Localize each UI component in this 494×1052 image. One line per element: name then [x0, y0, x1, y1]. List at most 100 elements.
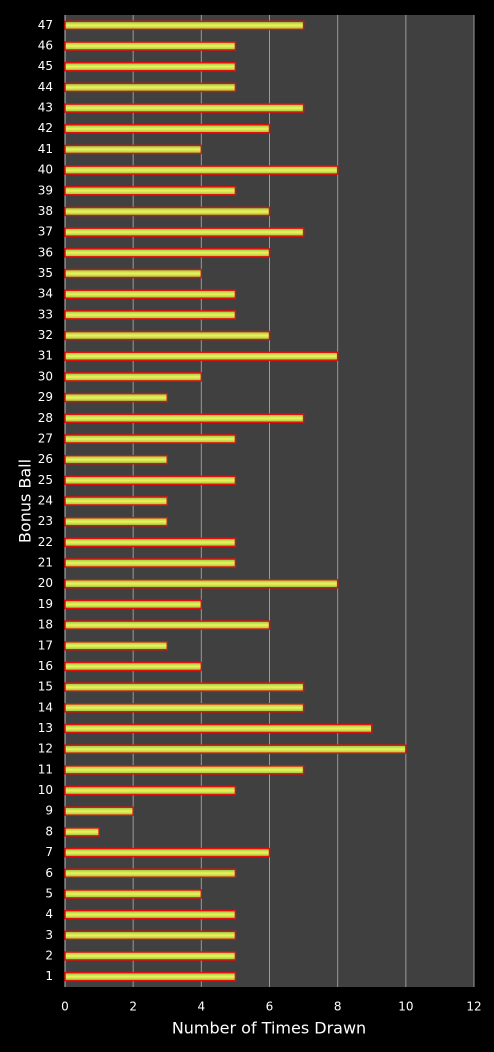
bar — [64, 61, 237, 72]
y-tick-label: 3 — [45, 928, 53, 942]
bar — [64, 641, 168, 651]
bar — [64, 206, 271, 217]
bar — [64, 682, 305, 692]
bar — [64, 20, 305, 31]
y-tick-label: 9 — [45, 804, 53, 818]
y-tick-label: 39 — [38, 183, 53, 197]
y-tick-label: 44 — [38, 80, 53, 94]
bar — [64, 889, 203, 899]
y-tick-label: 35 — [38, 266, 53, 280]
bar — [64, 847, 271, 858]
bar — [64, 165, 339, 175]
y-tick-label: 18 — [38, 618, 53, 632]
y-tick-label: 41 — [38, 142, 53, 156]
bar — [64, 103, 305, 113]
bar — [64, 475, 237, 486]
bar — [64, 971, 237, 982]
y-tick-label: 32 — [38, 328, 53, 342]
bar — [64, 827, 100, 837]
y-tick-label: 36 — [38, 245, 53, 259]
bar — [64, 661, 203, 672]
x-axis-title: Number of Times Drawn — [172, 1019, 366, 1038]
y-tick-label: 34 — [38, 287, 53, 301]
y-tick-label: 33 — [38, 307, 53, 321]
bar — [64, 434, 237, 444]
bar — [64, 785, 237, 796]
bar — [64, 248, 271, 258]
y-tick-label: 20 — [38, 576, 53, 590]
y-tick-label: 6 — [45, 866, 53, 880]
bar — [64, 496, 168, 506]
y-tick-label: 4 — [45, 907, 53, 921]
y-tick-label: 15 — [38, 680, 53, 694]
bar — [64, 227, 305, 237]
y-tick-label: 19 — [38, 597, 53, 611]
bar — [64, 372, 203, 382]
bar — [64, 144, 203, 155]
bar — [64, 558, 237, 568]
bar — [64, 516, 168, 527]
bar — [64, 351, 339, 361]
x-tick-label: 8 — [334, 1000, 342, 1014]
y-tick-label: 42 — [38, 121, 53, 135]
bar — [64, 744, 407, 754]
bar — [64, 930, 237, 941]
bar — [64, 82, 237, 93]
x-tick-label: 0 — [61, 1000, 69, 1014]
bar — [64, 413, 305, 424]
y-tick-label: 10 — [38, 783, 53, 797]
y-tick-label: 7 — [45, 845, 53, 859]
bar — [64, 620, 271, 630]
y-tick-label: 13 — [38, 721, 53, 735]
bar — [64, 951, 237, 961]
bar — [64, 909, 237, 920]
bar — [64, 186, 237, 196]
bar — [64, 578, 339, 589]
bar — [64, 330, 271, 341]
y-tick-label: 24 — [38, 494, 53, 508]
x-tick-label: 12 — [466, 1000, 481, 1014]
y-tick-label: 5 — [45, 886, 53, 900]
y-tick-label: 8 — [45, 824, 53, 838]
y-tick-label: 28 — [38, 411, 53, 425]
bar — [64, 723, 373, 734]
y-tick-label: 47 — [38, 18, 53, 32]
x-tick-label: 4 — [198, 1000, 206, 1014]
bar — [64, 599, 203, 610]
y-tick-label: 1 — [45, 969, 53, 983]
y-tick-label: 11 — [38, 762, 53, 776]
bar — [64, 41, 237, 51]
x-tick-label: 6 — [266, 1000, 274, 1014]
y-tick-label: 17 — [38, 638, 53, 652]
bar — [64, 806, 134, 816]
y-tick-label: 29 — [38, 390, 53, 404]
y-tick-label: 16 — [38, 659, 53, 673]
y-tick-label: 38 — [38, 204, 53, 218]
y-tick-label: 27 — [38, 431, 53, 445]
bar — [64, 392, 168, 403]
bar — [64, 868, 237, 879]
x-tick-label: 2 — [129, 1000, 137, 1014]
bar — [64, 310, 237, 320]
y-tick-label: 2 — [45, 948, 53, 962]
y-axis-title: Bonus Ball — [16, 459, 35, 543]
y-tick-label: 40 — [38, 163, 53, 177]
y-tick-label: 30 — [38, 369, 53, 383]
bar — [64, 268, 203, 279]
y-tick-label: 14 — [38, 700, 53, 714]
bar — [64, 765, 305, 775]
bar — [64, 123, 271, 134]
y-tick-label: 25 — [38, 473, 53, 487]
y-tick-label: 43 — [38, 101, 53, 115]
y-tick-label: 23 — [38, 514, 53, 528]
y-tick-label: 31 — [38, 349, 53, 363]
y-tick-label: 45 — [38, 59, 53, 73]
x-tick-label: 10 — [398, 1000, 413, 1014]
y-tick-label: 46 — [38, 39, 53, 53]
y-tick-label: 26 — [38, 452, 53, 466]
y-tick-label: 22 — [38, 535, 53, 549]
y-tick-label: 12 — [38, 742, 53, 756]
bar — [64, 537, 237, 548]
bar — [64, 289, 237, 299]
